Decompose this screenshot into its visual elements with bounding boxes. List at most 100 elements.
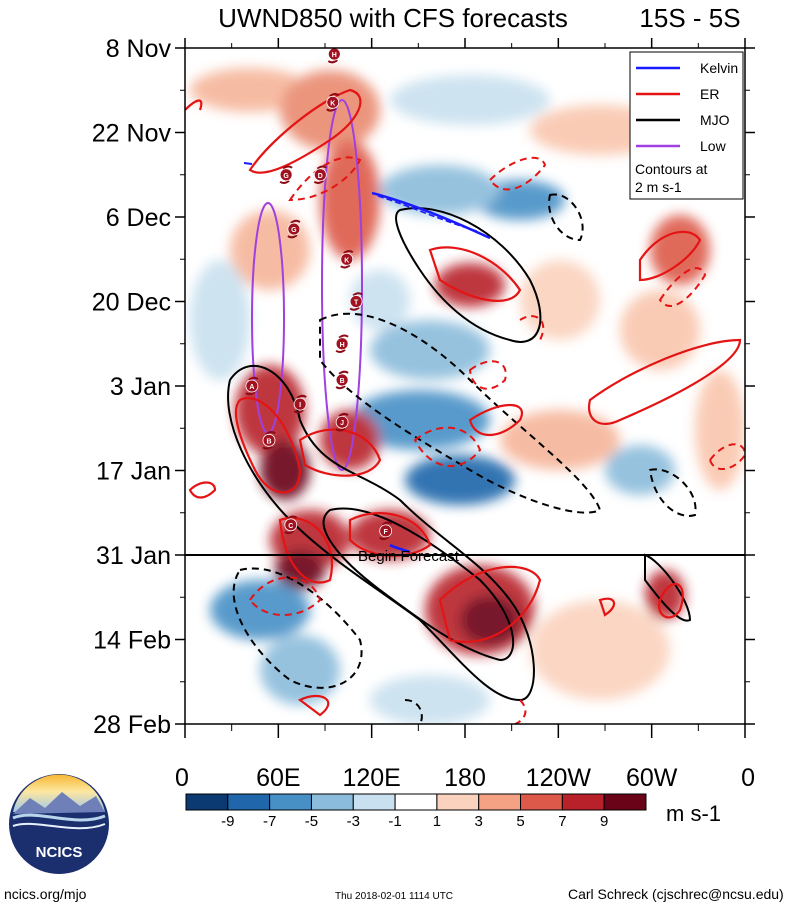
colorbar-swatch	[436, 793, 480, 811]
storm-tail	[326, 107, 337, 112]
footer-url[interactable]: ncics.org/mjo	[4, 886, 87, 902]
legend-note-line2: 2 m s-1	[635, 179, 682, 195]
x-tick-label: 0	[175, 764, 189, 792]
ncics-logo: NCICS	[9, 774, 109, 874]
storm-label: B	[340, 378, 345, 385]
storm-tail	[287, 515, 298, 520]
storm-icon	[287, 222, 301, 236]
storm-tail	[379, 536, 390, 541]
storm-tail	[335, 348, 346, 354]
er-contour	[235, 397, 302, 494]
colorbar-label: -5	[305, 813, 318, 830]
mjo-contour	[395, 207, 542, 343]
storm-tail	[287, 234, 298, 239]
storm-tail	[262, 445, 273, 450]
er-contour	[428, 246, 522, 302]
storm-markers: H K G D G K T H B A I J B C F	[245, 48, 393, 541]
begin-forecast-label: Begin Forecast	[358, 548, 460, 565]
storm-marker: C	[284, 515, 298, 535]
er-contour-negative	[248, 576, 322, 616]
storm-marker: A	[245, 376, 259, 396]
legend-box	[629, 51, 744, 200]
legend-label: MJO	[700, 112, 730, 128]
colorbar-swatch	[310, 793, 354, 811]
y-tick-label: 3 Jan	[110, 373, 171, 401]
storm-label: I	[299, 402, 301, 409]
storm-icon	[284, 518, 298, 532]
er-contour	[248, 88, 362, 174]
contour-layer	[185, 88, 745, 724]
legend-note-line1: Contours at	[635, 161, 707, 177]
storm-icon	[279, 168, 293, 182]
storm-icon	[379, 524, 393, 538]
er-contour-negative	[288, 156, 362, 202]
x-tick-label: 180	[444, 764, 486, 792]
storm-tail	[245, 391, 256, 396]
logo-wave	[12, 813, 106, 822]
storm-tail	[293, 409, 304, 414]
er-contour	[587, 338, 742, 426]
er-contour	[185, 99, 203, 111]
colorbar-swatch	[561, 793, 605, 811]
storm-label: K	[330, 100, 335, 107]
logo-mountains	[13, 792, 105, 814]
storm-tail	[338, 334, 349, 339]
colorbar-label: -7	[263, 813, 276, 830]
storm-tail	[343, 249, 354, 255]
mjo-contour	[644, 553, 692, 622]
storm-tail	[327, 59, 338, 64]
colorbar-label: 7	[558, 813, 566, 830]
er-contour	[298, 428, 382, 477]
storm-tail	[352, 292, 363, 297]
colorbar-swatch	[603, 793, 647, 811]
colorbar-label: -9	[221, 813, 234, 830]
x-tick-label: 120E	[342, 764, 400, 792]
kelvin-contour	[243, 162, 253, 165]
storm-tail	[340, 264, 351, 269]
logo-wave	[12, 822, 106, 830]
storm-label: C	[288, 523, 293, 530]
y-tick-label: 14 Feb	[93, 627, 171, 655]
colorbar-swatch	[269, 793, 312, 811]
y-tick-label: 22 Nov	[92, 120, 172, 148]
colorbar-label: 5	[516, 813, 524, 830]
storm-tail	[349, 306, 360, 311]
er-contour	[188, 481, 217, 499]
storm-marker: D	[313, 165, 327, 185]
mjo-contour-negative	[548, 193, 584, 242]
storm-tail	[313, 179, 324, 185]
storm-icon	[335, 337, 349, 351]
storm-label: T	[354, 300, 359, 307]
x-tick-label: 0	[741, 764, 755, 792]
storm-marker: F	[379, 521, 393, 541]
storm-tail	[335, 427, 346, 432]
storm-icon	[245, 379, 259, 393]
logo-text: NCICS	[36, 844, 83, 861]
er-contour-negative	[413, 426, 482, 467]
kelvin-contour	[389, 543, 411, 554]
storm-label: D	[318, 173, 323, 180]
footer-author: Carl Schreck (cjschrec@ncsu.edu)	[568, 886, 784, 902]
storm-marker: J	[335, 412, 349, 432]
storm-label: H	[340, 342, 345, 349]
er-contour	[348, 512, 432, 557]
legend-label: Low	[700, 138, 727, 154]
storm-tail	[335, 385, 346, 390]
storm-icon	[326, 95, 340, 109]
storm-label: B	[266, 438, 271, 445]
er-contour	[657, 582, 684, 619]
legend: Kelvin ER MJO Low Contours at 2 m s-1	[629, 51, 744, 200]
storm-label: F	[384, 529, 389, 536]
storm-tail	[296, 394, 307, 399]
storm-tail	[382, 521, 393, 526]
kelvin-contour-negative	[377, 195, 481, 233]
er-contour-negative	[468, 360, 507, 390]
er-contour-negative	[488, 156, 547, 191]
y-tick-label: 20 Dec	[92, 289, 171, 317]
storm-icon	[262, 433, 276, 447]
er-contour	[438, 565, 542, 643]
storm-tail	[248, 376, 259, 381]
storm-marker: B	[335, 370, 349, 390]
legend-label: ER	[700, 86, 719, 102]
